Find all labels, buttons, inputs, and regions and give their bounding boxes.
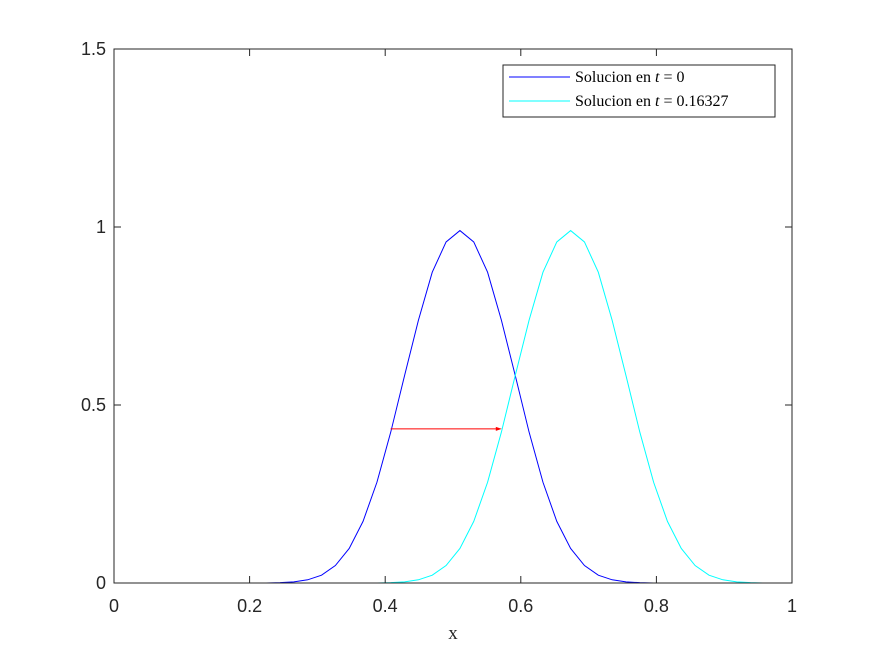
annotations — [390, 426, 502, 431]
axes-box — [113, 48, 793, 584]
x-tick-label: 1 — [787, 596, 797, 616]
x-axis-label: x — [448, 623, 458, 644]
x-ticks: 0 0.2 0.4 0.6 0.8 1 — [109, 49, 797, 616]
x-tick-label: 0.8 — [644, 596, 669, 616]
plot-area — [114, 49, 792, 583]
y-tick-label: 1 — [96, 217, 106, 237]
legend-label-1: Solucion en t = 0 — [575, 69, 684, 86]
y-tick-label: 1.5 — [81, 39, 106, 59]
y-tick-label: 0 — [96, 573, 106, 593]
x-tick-label: 0.4 — [373, 596, 398, 616]
legend: Solucion en t = 0 Solucion en t = 0.16327 — [502, 64, 776, 118]
y-ticks: 0 0.5 1 1.5 — [81, 39, 792, 593]
x-tick-label: 0.2 — [237, 596, 262, 616]
legend-label-2: Solucion en t = 0.16327 — [575, 93, 728, 110]
legend-box — [502, 64, 776, 118]
x-tick-label: 0 — [109, 596, 119, 616]
x-tick-label: 0.6 — [508, 596, 533, 616]
y-tick-label: 0.5 — [81, 395, 106, 415]
arrow-head-1 — [495, 426, 502, 431]
